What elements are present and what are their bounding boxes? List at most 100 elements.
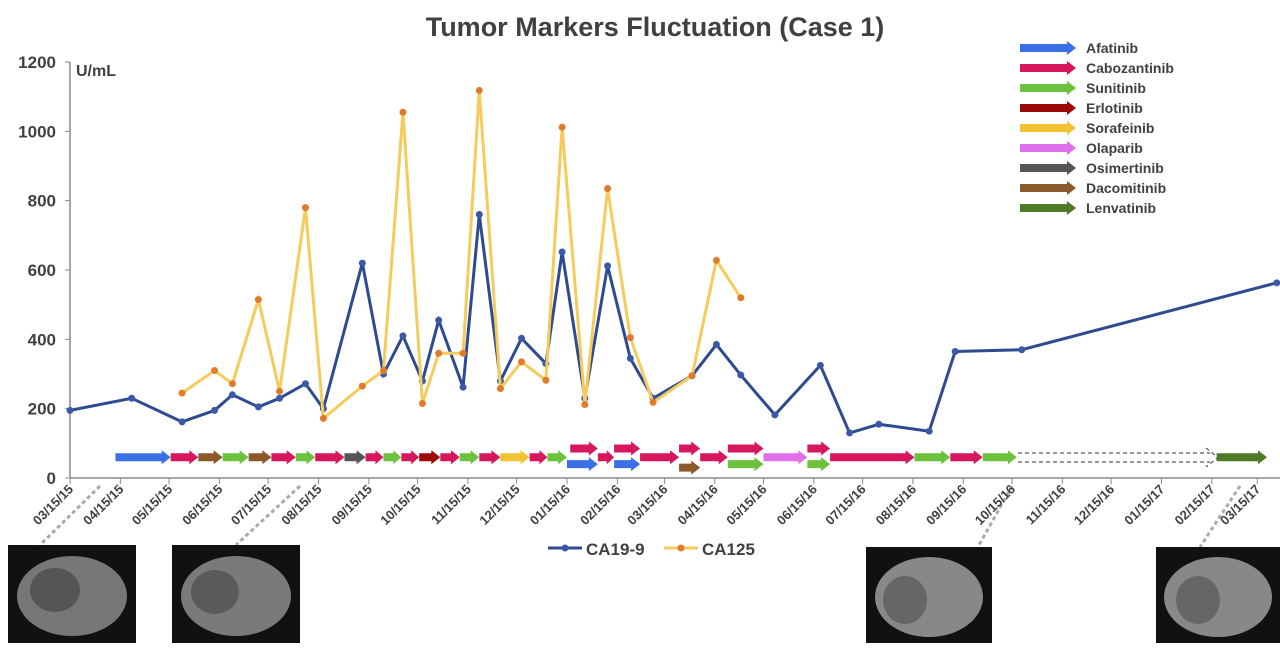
- treatment-arrow: [198, 450, 222, 464]
- point: [926, 428, 933, 435]
- point: [302, 380, 309, 387]
- point: [875, 421, 882, 428]
- ct-images: [8, 545, 1280, 643]
- y-tick-label: 1200: [18, 53, 56, 72]
- treatment-arrow: [614, 457, 640, 471]
- treatment-arrow: [530, 450, 548, 464]
- treatment-arrow: [366, 450, 384, 464]
- point: [476, 211, 483, 218]
- point: [435, 317, 442, 324]
- point: [518, 335, 525, 342]
- x-tick-label: 11/15/15: [428, 482, 474, 528]
- legend-arrow: [1020, 201, 1076, 215]
- treatment-arrow: [640, 450, 679, 464]
- legend-arrow: [1020, 61, 1076, 75]
- legend-arrow: [1020, 161, 1076, 175]
- treatment-arrow: [171, 450, 199, 464]
- y-tick-label: 1000: [18, 122, 56, 141]
- point: [604, 262, 611, 269]
- x-tick-label: 03/15/17: [1217, 482, 1263, 528]
- point: [518, 358, 525, 365]
- treatment-arrow: [115, 450, 170, 464]
- point: [399, 109, 406, 116]
- chart: Tumor Markers Fluctuation (Case 1) U/mL …: [0, 0, 1280, 643]
- point: [320, 415, 327, 422]
- point: [627, 334, 634, 341]
- x-tick-label: 12/15/15: [476, 482, 522, 528]
- legend-arrow: [1020, 101, 1076, 115]
- treatment-arrow: [401, 450, 419, 464]
- x-tick-label: 06/15/16: [774, 482, 820, 528]
- point: [435, 350, 442, 357]
- y-tick-label: 800: [28, 192, 56, 211]
- point: [817, 362, 824, 369]
- legend-arrow: [1020, 121, 1076, 135]
- series-line: [182, 90, 741, 418]
- point: [713, 341, 720, 348]
- x-tick-label: 02/15/16: [577, 482, 623, 528]
- legend-label: Lenvatinib: [1086, 200, 1156, 216]
- legend-label: Osimertinib: [1086, 160, 1164, 176]
- point: [650, 399, 657, 406]
- point: [460, 384, 467, 391]
- point: [737, 294, 744, 301]
- treatment-arrow: [315, 450, 344, 464]
- legend-label: Afatinib: [1086, 40, 1138, 56]
- point: [559, 248, 566, 255]
- legend-label: Olaparib: [1086, 140, 1143, 156]
- x-tick-label: 04/15/16: [675, 482, 721, 528]
- treatment-arrow: [567, 457, 598, 471]
- x-tick-label: 03/15/15: [30, 482, 76, 528]
- legend-label: Cabozantinib: [1086, 60, 1174, 76]
- treatment-arrow: [679, 442, 700, 456]
- legend-label: CA125: [702, 540, 755, 559]
- point: [1273, 279, 1280, 286]
- x-tick-label: 10/15/15: [377, 482, 423, 528]
- treatment-arrow: [614, 442, 640, 456]
- y-tick-label: 400: [28, 330, 56, 349]
- treatment-arrow: [598, 450, 614, 464]
- point: [276, 395, 283, 402]
- point: [581, 401, 588, 408]
- legend-label: CA19-9: [586, 540, 645, 559]
- legend-label: Sorafeinib: [1086, 120, 1154, 136]
- point: [627, 355, 634, 362]
- y-unit: U/mL: [76, 63, 116, 80]
- x-tick-label: 01/15/16: [527, 482, 573, 528]
- point: [771, 411, 778, 418]
- y-tick-label: 0: [47, 469, 56, 488]
- x-tick-label: 02/15/17: [1172, 482, 1218, 528]
- point: [604, 185, 611, 192]
- treatment-arrow: [728, 442, 764, 456]
- x-tick-label: 08/15/15: [278, 482, 324, 528]
- point: [359, 260, 366, 267]
- point: [689, 372, 696, 379]
- point: [179, 390, 186, 397]
- treatment-arrow: [983, 450, 1017, 464]
- x-tick-label: 08/15/16: [873, 482, 919, 528]
- legend-arrow: [1020, 41, 1076, 55]
- x-tick-label: 09/15/16: [923, 482, 969, 528]
- treatment-arrow: [764, 450, 808, 464]
- x-tick-label: 05/15/15: [129, 482, 175, 528]
- treatment-arrow: [679, 461, 700, 475]
- point: [737, 372, 744, 379]
- point: [497, 385, 504, 392]
- chart-title: Tumor Markers Fluctuation (Case 1): [426, 12, 885, 42]
- point: [179, 418, 186, 425]
- legend-label: Sunitinib: [1086, 80, 1146, 96]
- x-tick-label: 11/15/16: [1023, 482, 1069, 528]
- legend-arrow: [1020, 81, 1076, 95]
- treatment-arrow: [271, 450, 295, 464]
- point: [128, 395, 135, 402]
- x-tick-label: 06/15/15: [179, 482, 225, 528]
- point: [211, 367, 218, 374]
- point: [229, 380, 236, 387]
- treatment-arrow: [570, 442, 598, 456]
- legend-marker: [562, 545, 569, 552]
- treatment-arrow: [728, 457, 764, 471]
- legend-label: Dacomitinib: [1086, 180, 1166, 196]
- point: [380, 367, 387, 374]
- treatment-arrow: [383, 450, 401, 464]
- x-tick-label: 07/15/16: [822, 482, 868, 528]
